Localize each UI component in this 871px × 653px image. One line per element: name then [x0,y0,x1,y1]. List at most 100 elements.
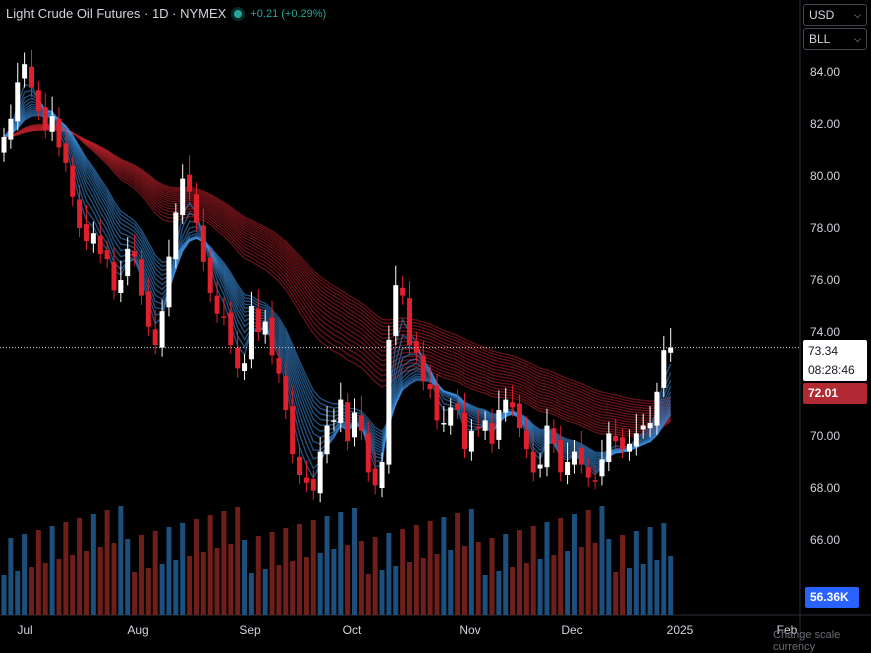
slow-ema-ribbon-line-14 [3,128,671,405]
candle-body [70,165,76,197]
candle-body [386,339,392,465]
chevron-down-icon: ⌵ [854,33,861,44]
x-tick-label: Oct [343,623,362,637]
volume-bar [235,507,241,615]
volume-bar [482,575,488,615]
volume-bar [413,525,419,615]
candle-body [269,317,275,356]
candle-body [138,259,144,296]
candle-body [221,316,227,318]
volume-bar [523,563,529,615]
volume-bar [358,541,364,615]
volume-bar [427,521,433,615]
candle-body [173,212,179,260]
y-tick-label: 84.00 [810,65,840,79]
candle-body [448,407,454,426]
candle-body [461,412,467,449]
candle-body [324,425,330,455]
volume-bar [262,569,268,615]
candle-body [228,312,234,345]
volume-bar [516,530,522,615]
volume-bar [407,562,413,615]
volume-bar [448,550,454,615]
y-tick-label: 70.00 [810,429,840,443]
candle-body [599,459,605,477]
volume-bar [455,513,461,615]
volume-bar [56,559,62,615]
volume-bar [63,522,69,615]
slow-ema-ribbon-line-0 [3,123,672,437]
candle-body [297,456,303,475]
slow-ema-ribbon-line-6 [3,126,672,424]
candle-body [145,291,151,327]
unit-select[interactable]: BLL ⌵ [803,28,867,50]
volume-bar [626,568,632,615]
slow-ema-ribbon-line-3 [3,125,672,431]
candle-body [633,433,639,447]
volume-bar [613,572,619,615]
volume-bar [331,549,337,615]
slow-ema-ribbon-line-15 [3,128,671,402]
fast-ema-ribbon-line-9 [3,111,672,458]
volume-bar [132,572,138,615]
x-tick-label: Feb [777,623,798,637]
candle-body [523,430,529,449]
volume-bar [434,554,440,615]
candle-body [15,82,21,122]
x-tick-label: Dec [561,623,582,637]
volume-bar [633,531,639,615]
candle-body [565,462,571,475]
volume-bar [365,574,371,615]
volume-bar [324,516,330,615]
volume-bar [578,547,584,615]
candle-body [290,406,296,455]
volume-bar [661,523,667,615]
volume-bar [70,555,76,615]
slow-ema-ribbon-line-13 [3,128,671,407]
volume-bar [668,556,674,615]
candle-body [303,477,309,483]
y-tick-label: 68.00 [810,481,840,495]
volume-bar [173,560,179,615]
candle-body [571,451,577,465]
slow-ema-ribbon-line-7 [3,126,671,422]
ema-price-tag: 72.01 [803,383,867,404]
candle-body [310,478,316,491]
volume-bar [400,529,406,615]
candle-body [516,403,522,429]
fast-ema-ribbon-line-8 [3,109,672,460]
change-scale-label[interactable]: Change scale currency [773,629,841,653]
volume-bar [22,534,28,615]
candle-body [242,363,248,371]
volume-bar [571,514,577,615]
volume-bar [83,551,89,615]
candle-body [475,426,481,429]
volume-bar [420,558,426,615]
candle-body [345,402,351,442]
volume-bar [193,519,199,615]
candle-body [1,137,7,153]
currency-select[interactable]: USD ⌵ [803,4,867,26]
volume-bar [544,522,550,615]
volume-bar [372,537,378,615]
candle-body [400,287,406,296]
candle-body [180,178,186,215]
candle-body [248,306,254,360]
volume-bar [558,518,564,615]
candle-body [56,118,62,148]
candle-body [613,436,619,442]
volume-bar [303,557,309,615]
volume-bar [283,528,289,615]
volume-bar [248,573,254,615]
volume-bar [606,539,612,615]
candle-body [63,143,69,163]
candle-body [544,425,550,468]
fast-ema-ribbon-line-10 [3,112,672,457]
candle-body [83,224,89,241]
chart-legend: Light Crude Oil Futures · 1D · NYMEX +0.… [6,6,326,21]
candle-body [200,225,206,262]
candle-body [193,194,199,223]
symbol-title[interactable]: Light Crude Oil Futures · 1D · NYMEX [6,6,227,21]
volume-bar [640,564,646,615]
